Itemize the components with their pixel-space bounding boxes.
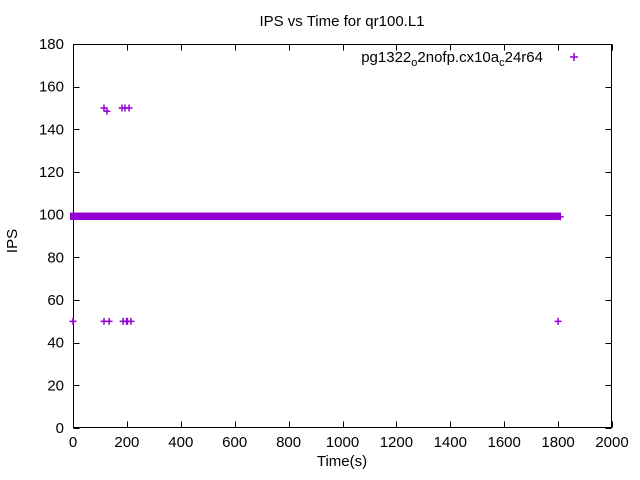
x-tick-label: 0	[69, 434, 77, 451]
data-point-marker	[127, 317, 135, 325]
y-tick-label: 120	[39, 164, 64, 181]
y-tick-label: 40	[47, 335, 64, 352]
y-tick-label: 140	[39, 121, 64, 138]
x-tick-label: 200	[114, 434, 139, 451]
x-tick-label: 1000	[326, 434, 359, 451]
y-tick-label: 60	[47, 292, 64, 309]
x-tick-label: 600	[222, 434, 247, 451]
x-tick-label: 1400	[434, 434, 467, 451]
x-tick-label: 1600	[488, 434, 521, 451]
y-tick-label: 100	[39, 207, 64, 224]
legend: pg1322o2nofp.cx10ac24r64	[361, 49, 578, 69]
x-tick-label: 1800	[541, 434, 574, 451]
data-point-marker	[103, 107, 111, 115]
data-point-marker	[554, 317, 562, 325]
x-tick-label: 1200	[380, 434, 413, 451]
y-tick-label: 20	[47, 377, 64, 394]
y-tick-label: 180	[39, 36, 64, 53]
x-tick-label: 2000	[595, 434, 628, 451]
x-tick-label: 400	[168, 434, 193, 451]
x-axis-label: Time(s)	[317, 453, 367, 470]
y-tick-label: 80	[47, 249, 64, 266]
legend-sample-marker	[570, 53, 578, 61]
plot-axes: 0 200 400 600 800 1000 1200 1400 1600 1800 2000 0 20…	[39, 36, 629, 451]
data-point-marker	[125, 104, 133, 112]
data-point-marker	[556, 213, 564, 221]
chart-title: IPS vs Time for qr100.L1	[259, 13, 424, 30]
y-tick-label: 0	[56, 420, 64, 437]
y-axis-label: IPS	[4, 229, 21, 253]
data-point-marker	[69, 317, 77, 325]
x-tick-label: 800	[276, 434, 301, 451]
y-tick-label: 160	[39, 79, 64, 96]
legend-entry-label: pg1322o2nofp.cx10ac24r64	[361, 49, 543, 69]
data-point-marker	[105, 317, 113, 325]
data-band	[70, 212, 562, 220]
plot-border	[73, 44, 612, 428]
data-series	[69, 104, 564, 325]
